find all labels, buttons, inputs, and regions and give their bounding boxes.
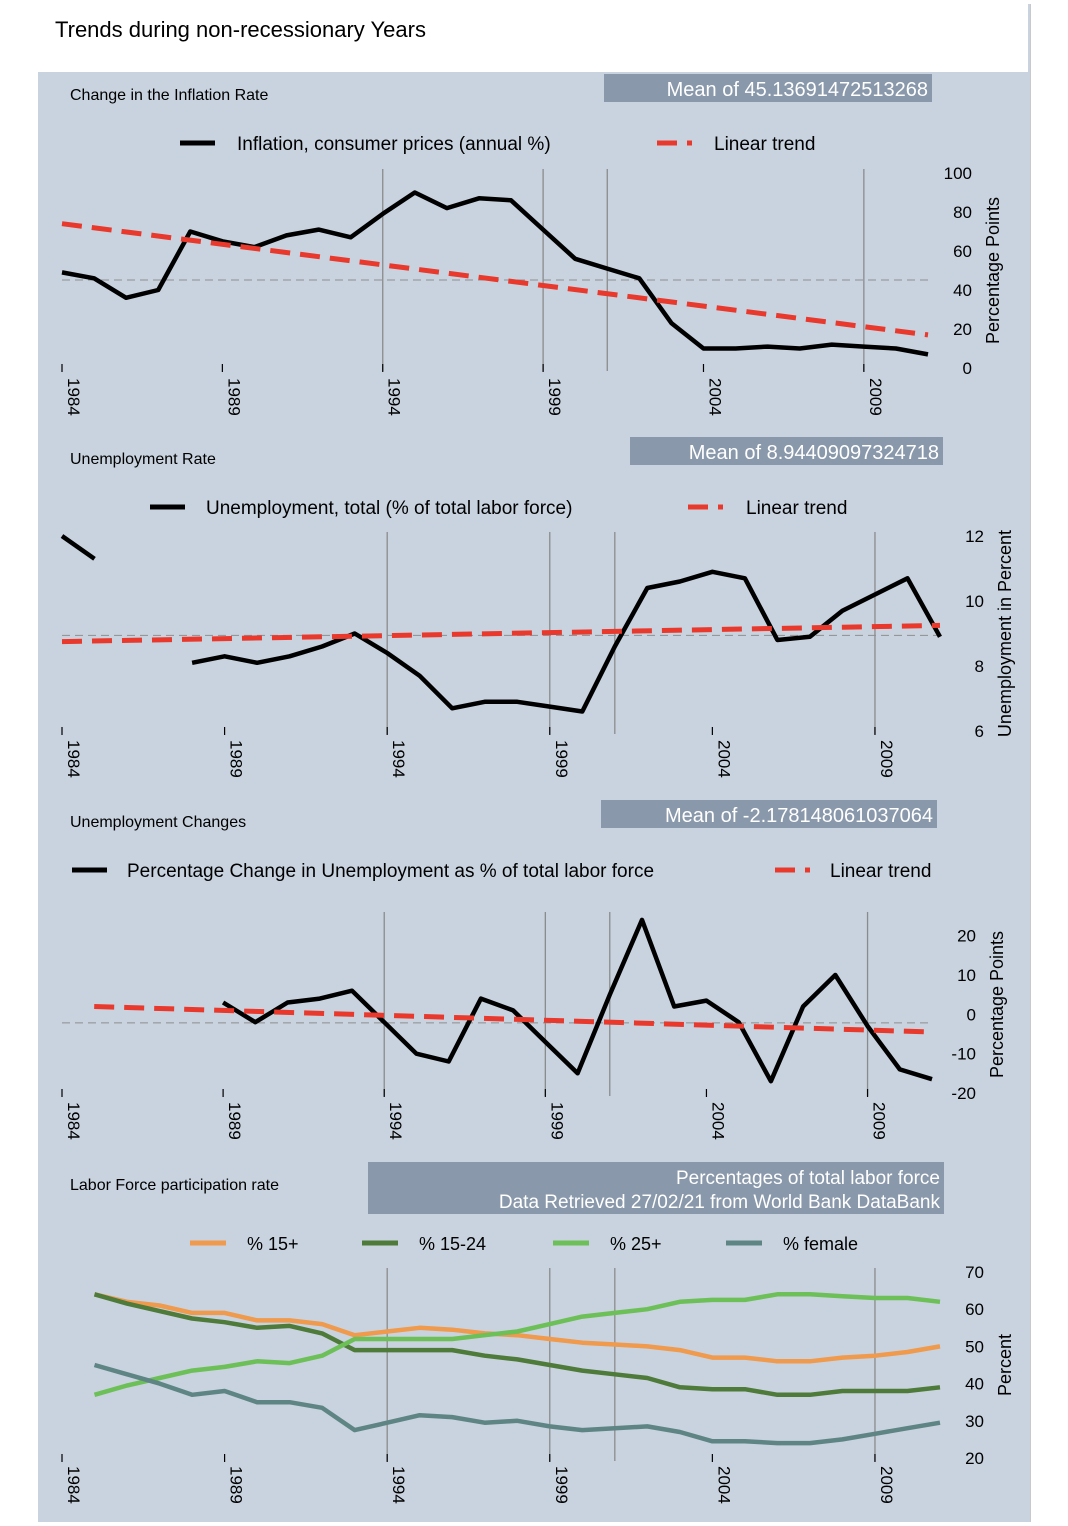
chart4-legend-label: % 25+: [610, 1234, 662, 1254]
chart2-series-line-1: [60, 534, 96, 561]
chart1-series-line-1: [61, 190, 929, 357]
chart4-ytick-label: 60: [965, 1300, 984, 1319]
chart4-series-3: [93, 1292, 941, 1397]
chart1-ytick-label: 100: [944, 164, 972, 183]
chart2-xtick-label: 1994: [389, 740, 408, 778]
chart2-ytick-label: 6: [975, 722, 984, 741]
chart1-trend-line: [61, 221, 929, 338]
chart3-xtick-label: 1984: [64, 1102, 83, 1140]
chart3-ytick-label: 20: [957, 927, 976, 946]
chart3-badge-text: Mean of -2.178148061037064: [665, 805, 933, 827]
chart1-xtick-label: 2004: [705, 378, 724, 416]
right-border: [1030, 4, 1031, 1522]
chart2-trend-line: [61, 622, 941, 645]
chart2-legend-label-series: Unemployment, total (% of total labor fo…: [206, 498, 572, 519]
chart3-legend-label-series: Percentage Change in Unemployment as % o…: [127, 861, 654, 882]
chart1-title: Change in the Inflation Rate: [70, 87, 268, 104]
chart1-ylabel: Percentage Points: [983, 197, 1003, 344]
chart2-series-line-2: [191, 569, 942, 714]
chart2-xtick-label: 2009: [877, 740, 896, 778]
chart3-ytick-label: -20: [951, 1084, 976, 1103]
chart4-legend-label: % 15-24: [419, 1234, 486, 1254]
chart4-ytick-label: 70: [965, 1263, 984, 1282]
chart1-ytick-label: 20: [953, 320, 972, 339]
chart4-title: Labor Force participation rate: [70, 1177, 279, 1194]
chart4-badge-text: Percentages of total labor force: [676, 1168, 940, 1189]
chart4-ytick-label: 30: [965, 1412, 984, 1431]
chart3-xtick-label: 2009: [870, 1102, 889, 1140]
chart4-badge-box: [368, 1162, 944, 1214]
chart4-series-2: [93, 1292, 941, 1398]
chart2-ytick-label: 10: [965, 592, 984, 611]
chart3-series-line-1: [221, 917, 933, 1084]
chart4-xtick-label: 1994: [389, 1466, 408, 1504]
chart3-xtick-label: 1999: [547, 1102, 566, 1140]
chart2-xtick-label: 1999: [552, 740, 571, 778]
chart4-xtick-label: 2004: [714, 1466, 733, 1504]
chart3-xtick-label: 1989: [225, 1102, 244, 1140]
chart4-xtick-label: 1984: [64, 1466, 83, 1504]
chart2-legend-label-trend: Linear trend: [746, 498, 847, 519]
chart2-ytick-label: 12: [965, 527, 984, 546]
chart2-xtick-label: 1989: [227, 740, 246, 778]
chart2-ylabel: Unemployment in Percent: [995, 530, 1015, 737]
chart1-badge-text: Mean of 45.13691472513268: [667, 79, 928, 101]
chart3-xtick-label: 1994: [386, 1102, 405, 1140]
chart3-badge-box: [601, 800, 937, 828]
chart4-xtick-label: 1989: [227, 1466, 246, 1504]
chart4-legend-label: % female: [783, 1234, 858, 1254]
chart3-trend-line: [94, 1004, 933, 1035]
chart2-title: Unemployment Rate: [70, 451, 216, 468]
chart4-xtick-label: 1999: [552, 1466, 571, 1504]
chart1-legend-label-trend: Linear trend: [714, 134, 815, 155]
chart3-ytick-label: 10: [957, 966, 976, 985]
chart1-legend-label-series: Inflation, consumer prices (annual %): [237, 134, 551, 155]
chart1-ytick-label: 0: [963, 359, 972, 378]
chart4-series-4: [93, 1362, 941, 1446]
chart2-badge-text: Mean of 8.94409097324718: [689, 442, 939, 464]
chart4-legend-label: % 15+: [247, 1234, 299, 1254]
chart3-ylabel: Percentage Points: [987, 931, 1007, 1078]
chart3-title: Unemployment Changes: [70, 814, 246, 831]
chart1-ytick-label: 40: [953, 281, 972, 300]
figure-panel: [38, 4, 1030, 1522]
chart1-xtick-label: 1989: [224, 378, 243, 416]
chart1-xtick-label: 1999: [545, 378, 564, 416]
chart1-ytick-label: 80: [953, 203, 972, 222]
chart4-ytick-label: 40: [965, 1375, 984, 1394]
chart4-ytick-label: 20: [965, 1449, 984, 1468]
left-margin: [0, 0, 38, 1526]
chart1-badge-box: [604, 74, 932, 102]
chart2-xtick-label: 2004: [714, 740, 733, 778]
chart1-ytick-label: 60: [953, 242, 972, 261]
chart2-ytick-label: 8: [975, 657, 984, 676]
chart3-ytick-label: -10: [951, 1045, 976, 1064]
page-title: Trends during non-recessionary Years: [55, 17, 426, 42]
chart4-ytick-label: 50: [965, 1337, 984, 1356]
chart4-ylabel: Percent: [995, 1334, 1015, 1396]
chart4-xtick-label: 2009: [877, 1466, 896, 1504]
chart1-xtick-label: 2009: [866, 378, 885, 416]
chart3-ytick-label: 0: [967, 1005, 976, 1024]
chart2-xtick-label: 1984: [64, 740, 83, 778]
chart4-badge-text: Data Retrieved 27/02/21 from World Bank …: [499, 1192, 941, 1213]
chart2-badge-box: [630, 437, 943, 465]
chart3-xtick-label: 2004: [708, 1102, 727, 1140]
chart4-series-1: [93, 1292, 941, 1364]
chart1-xtick-label: 1984: [64, 378, 83, 416]
chart3-legend-label-trend: Linear trend: [830, 861, 931, 882]
chart1-xtick-label: 1994: [385, 378, 404, 416]
title-bar: [38, 4, 1028, 72]
